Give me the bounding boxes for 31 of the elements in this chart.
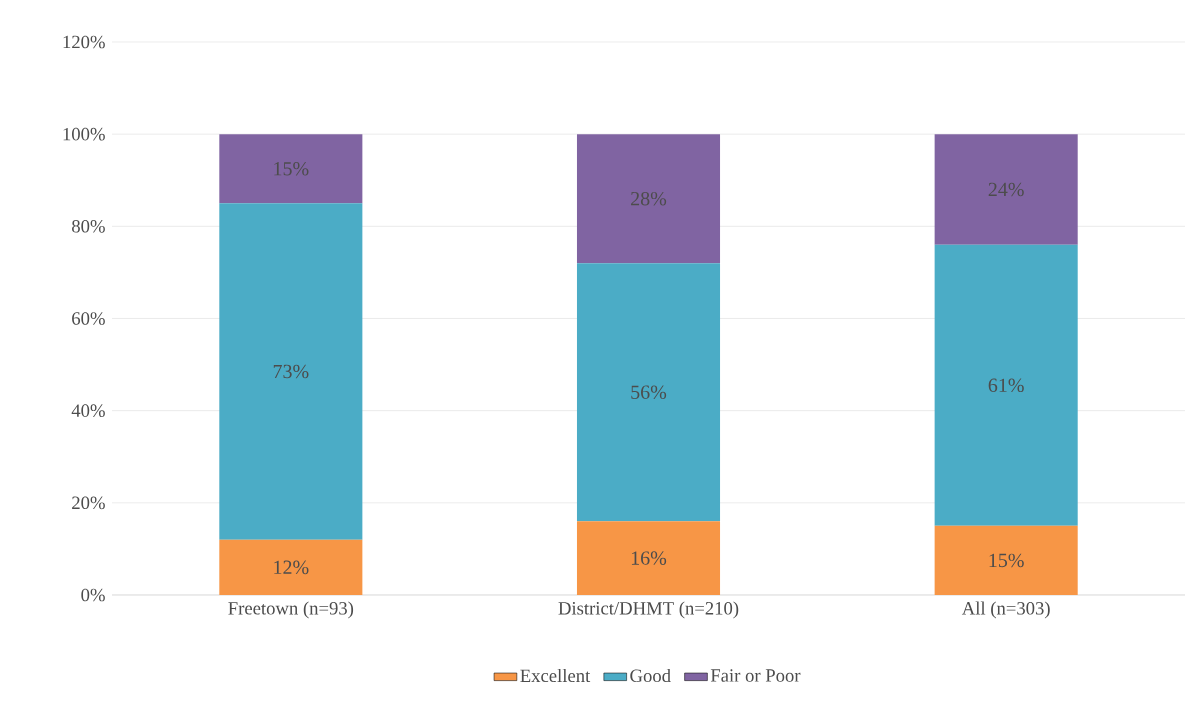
- data-label: 61%: [988, 378, 1024, 393]
- legend-label: Fair or Poor: [710, 669, 801, 682]
- data-label: 24%: [988, 182, 1024, 197]
- bar: [934, 244, 1078, 526]
- bar: [219, 203, 363, 540]
- y-tick-label: 120%: [63, 35, 105, 49]
- bar: [934, 525, 1078, 595]
- y-tick-label: 40%: [71, 404, 105, 417]
- y-tick-label: 60%: [72, 312, 105, 325]
- data-label: 73%: [273, 364, 309, 379]
- x-tick-label: Freetown (n=93): [228, 601, 354, 619]
- y-tick-label: 20%: [72, 496, 105, 510]
- bar: [934, 134, 1078, 245]
- y-tick-label: 100%: [63, 127, 105, 141]
- data-label: 15%: [274, 161, 309, 176]
- bar: [576, 263, 721, 522]
- data-label: 28%: [631, 191, 667, 206]
- bar: [219, 539, 363, 595]
- y-tick-label: 80%: [72, 219, 105, 233]
- x-tick-label: District/DHMT (n=210): [558, 601, 739, 619]
- data-label: 15%: [989, 553, 1024, 568]
- data-label: 12%: [274, 560, 309, 575]
- legend-label: Excellent: [520, 668, 591, 683]
- legend-label: Good: [630, 668, 671, 683]
- x-tick-label: All (n=303): [961, 601, 1050, 619]
- bar: [219, 134, 363, 204]
- bar: [576, 134, 721, 264]
- data-label: 56%: [631, 385, 667, 400]
- data-label: 16%: [631, 551, 667, 565]
- y-tick-label: 0%: [81, 588, 105, 602]
- bar: [576, 521, 721, 595]
